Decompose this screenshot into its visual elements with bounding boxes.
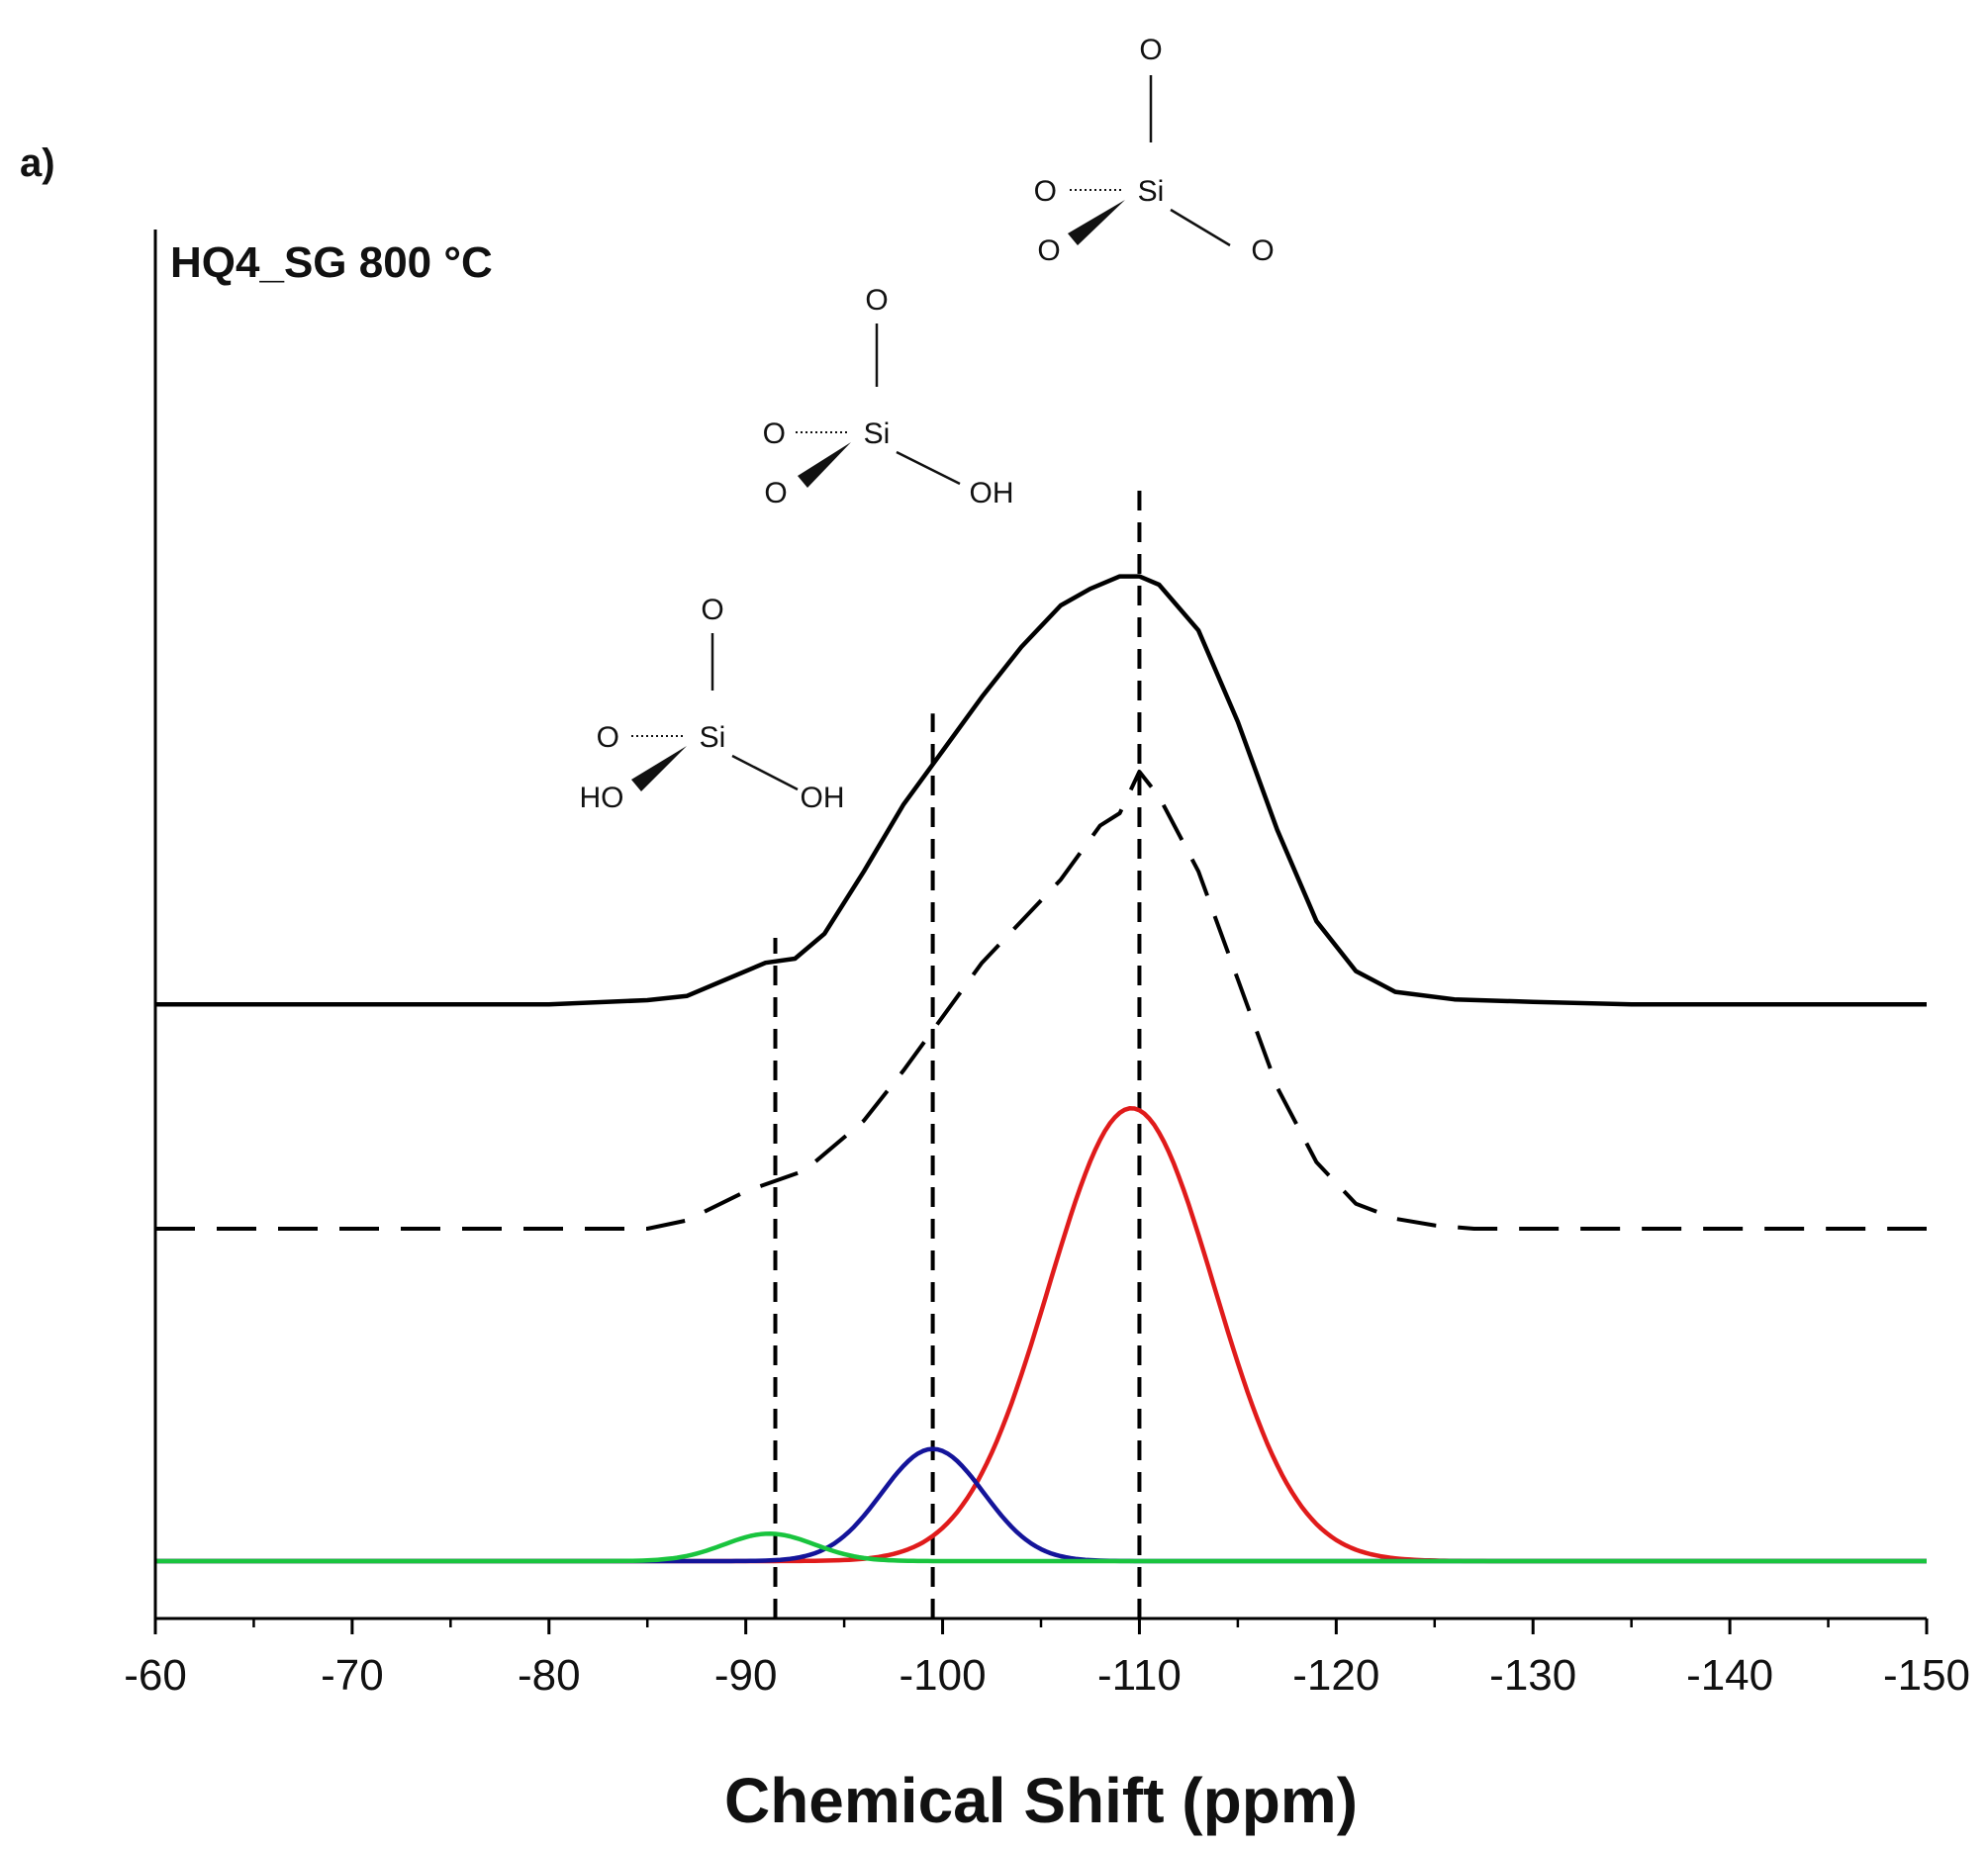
- spectrum-curves: [155, 574, 1927, 1564]
- x-tick-label: -140: [1686, 1651, 1773, 1700]
- q4-o-left: O: [1034, 175, 1057, 208]
- q3-structure: O O Si O OH: [763, 284, 1014, 509]
- x-tick-label: -90: [714, 1651, 778, 1700]
- q4-o-right: O: [1251, 234, 1274, 267]
- x-tick-label: -110: [1097, 1651, 1182, 1700]
- x-axis-title: Chemical Shift (ppm): [724, 1765, 1358, 1836]
- q2-bond-wedge: [631, 746, 687, 791]
- q3-oh-right: OH: [970, 477, 1014, 509]
- x-tick-label: -70: [321, 1651, 384, 1700]
- series-fit-envelope: [155, 770, 1927, 1231]
- q2-si: Si: [700, 721, 726, 754]
- q4-si: Si: [1138, 175, 1165, 208]
- q4-o-wedge: O: [1037, 234, 1060, 267]
- panel-label: a): [20, 141, 55, 185]
- q3-o-top: O: [865, 284, 888, 317]
- q2-ho-wedge: HO: [580, 782, 624, 814]
- q4-structure: O O Si O O: [1034, 34, 1275, 267]
- q3-o-left: O: [763, 417, 786, 450]
- x-tick-label: -150: [1883, 1651, 1970, 1700]
- q3-si: Si: [864, 417, 891, 450]
- q3-bond-wedge: [798, 442, 851, 488]
- q2-oh-right: OH: [801, 782, 845, 814]
- x-tick-label: -130: [1489, 1651, 1576, 1700]
- x-tick-label: -60: [124, 1651, 187, 1700]
- x-tick-label: -80: [518, 1651, 581, 1700]
- q4-o-top: O: [1139, 34, 1162, 66]
- x-tick-label: -120: [1292, 1651, 1379, 1700]
- q2-o-top: O: [701, 594, 723, 626]
- chart-title: HQ4_SG 800 °C: [170, 238, 493, 287]
- q3-o-wedge: O: [764, 477, 787, 509]
- q2-structure: O O Si HO OH: [580, 594, 845, 814]
- series-experimental-spectrum: [155, 574, 1927, 1007]
- q4-bond-wedge: [1068, 200, 1125, 245]
- reference-lines: [773, 489, 1142, 1618]
- series-q3-component: [155, 1446, 1927, 1564]
- x-axis-ticks: -60 -70 -80 -90 -100 -110 -120 -130 -140 -150: [124, 1618, 1970, 1700]
- q2-o-left: O: [597, 721, 619, 754]
- q4-bond-right: [1170, 208, 1231, 247]
- q3-bond-right: [896, 450, 961, 486]
- q2-bond-right: [731, 754, 799, 791]
- series-q4-component: [155, 1106, 1927, 1564]
- x-tick-label: -100: [899, 1651, 987, 1700]
- series-q2-component: [155, 1531, 1927, 1564]
